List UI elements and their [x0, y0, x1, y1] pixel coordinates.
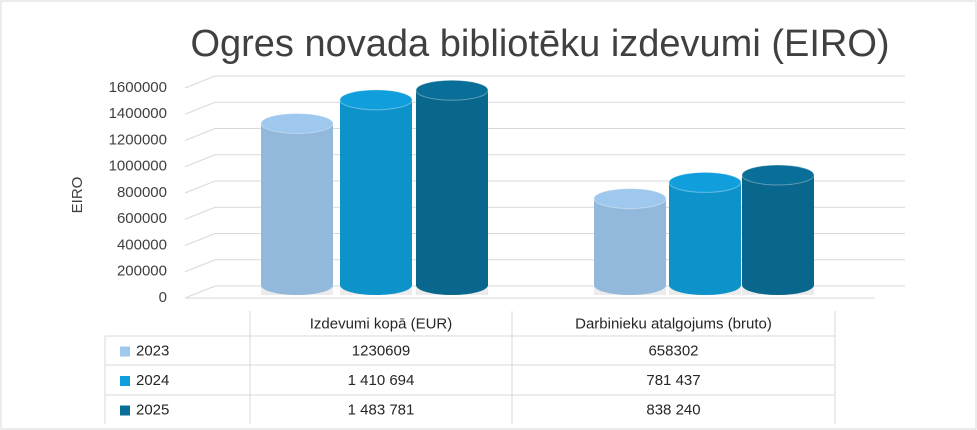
- cylinder-shade: [340, 99, 412, 296]
- table-value: 781 437: [646, 372, 700, 389]
- legend-swatch: [120, 405, 130, 416]
- chart-title: Ogres novada bibliotēku izdevumi (EIRO): [190, 23, 889, 65]
- cylinder: [415, 79, 489, 295]
- cylinder: [260, 112, 334, 295]
- cylinder-top: [741, 164, 815, 186]
- legend-label: 2023: [136, 342, 169, 359]
- grid-line: [184, 101, 905, 115]
- table-header: Darbinieku atalgojums (bruto): [575, 315, 772, 332]
- table-value: 658302: [648, 342, 698, 359]
- cylinder-top: [415, 79, 489, 101]
- y-tick-label: 200000: [117, 263, 167, 280]
- cylinder: [668, 171, 742, 295]
- cylinder-body: [261, 123, 333, 285]
- legend-swatch: [120, 346, 130, 357]
- legend-label: 2025: [136, 401, 169, 418]
- table-value: 1 410 694: [348, 372, 415, 389]
- cylinder-base: [669, 275, 741, 295]
- cylinder-top: [339, 89, 413, 111]
- cylinder-body: [669, 182, 741, 285]
- y-tick-label: 1600000: [109, 79, 167, 96]
- cylinder-top: [593, 188, 667, 210]
- cylinder-top: [260, 112, 334, 134]
- y-tick-label: 400000: [117, 236, 167, 253]
- y-tick-label: 800000: [117, 184, 167, 201]
- cylinder-base: [261, 275, 333, 295]
- cylinder-body: [594, 198, 666, 285]
- cylinder-shade: [416, 90, 488, 295]
- legend-label: 2024: [136, 372, 169, 389]
- cylinder-body: [416, 90, 488, 285]
- y-tick-label: 1400000: [109, 105, 167, 122]
- table-header: Izdevumi kopā (EUR): [310, 315, 453, 332]
- y-tick-label: 1200000: [109, 131, 167, 148]
- cylinder-shade: [742, 174, 814, 295]
- cylinder-body: [340, 99, 412, 286]
- cylinder-body: [742, 174, 814, 285]
- cylinder-shade: [669, 182, 741, 295]
- legend-swatch: [120, 376, 130, 386]
- cylinder-top: [668, 171, 742, 193]
- cylinder: [741, 164, 815, 295]
- cylinder-base: [594, 275, 666, 295]
- y-tick-label: 600000: [117, 210, 167, 227]
- table-value: 1 483 781: [348, 401, 415, 418]
- grid-line: [184, 128, 905, 141]
- grid-line: [184, 154, 905, 168]
- cylinder-base: [742, 275, 814, 295]
- table-value: 1230609: [352, 342, 410, 359]
- y-axis-label: EIRO: [69, 177, 86, 214]
- cylinder-shade: [261, 123, 333, 295]
- cylinder-base: [340, 275, 412, 295]
- cylinder: [593, 188, 667, 295]
- cylinder: [339, 89, 413, 296]
- table-value: 838 240: [646, 401, 700, 418]
- y-tick-label: 0: [159, 289, 167, 306]
- cylinder-shade: [594, 198, 666, 295]
- y-tick-label: 1000000: [109, 158, 167, 175]
- grid-line: [184, 75, 905, 89]
- cylinder-base: [416, 275, 488, 295]
